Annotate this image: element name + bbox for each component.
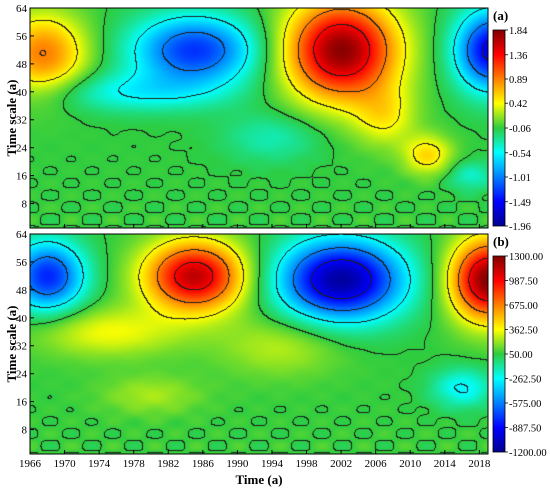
colorbar-label-b: 987.50 xyxy=(509,277,538,288)
y-tick-label-a: 64 xyxy=(16,3,28,15)
y-tick-label-b: 8 xyxy=(22,425,28,437)
colorbar-label-b: -262.50 xyxy=(509,375,541,386)
x-tick-label: 1986 xyxy=(192,458,215,470)
colorbar-label-a: -1.49 xyxy=(509,198,531,209)
colorbar-label-a: -1.01 xyxy=(509,173,531,184)
y-tick-label-a: 16 xyxy=(16,171,28,183)
colorbar-label-b: 675.00 xyxy=(509,301,538,312)
y-tick-label-b: 40 xyxy=(16,313,28,325)
y-tick-label-b: 64 xyxy=(16,229,28,241)
y-tick-label-a: 48 xyxy=(16,59,28,71)
y-tick-label-b: 48 xyxy=(16,285,28,297)
colorbar-label-b: 50.00 xyxy=(509,350,533,361)
colorbar-label-a: 1.84 xyxy=(509,26,528,37)
colorbar-a xyxy=(492,29,506,227)
plot-frame-b xyxy=(29,233,489,455)
x-tick-label: 1978 xyxy=(123,458,146,470)
x-tick-label: 2014 xyxy=(434,458,457,470)
y-ticks-a: 64 56 48 40 32 24 16 8 xyxy=(16,3,34,211)
y-tick-label-a: 24 xyxy=(16,143,28,155)
x-tick-label: 1966 xyxy=(19,458,42,470)
y-tick-label-a: 56 xyxy=(16,31,28,43)
x-tick-label: 2010 xyxy=(399,458,422,470)
y-ticks-b: 64 56 48 40 32 24 16 8 xyxy=(16,229,34,437)
plot-frame-a xyxy=(29,7,489,229)
x-axis-title: Time (a) xyxy=(235,472,282,487)
colorbar-label-b: 362.50 xyxy=(509,326,538,337)
colorbar-label-b: -887.50 xyxy=(509,424,541,435)
x-tick-label: 1998 xyxy=(296,458,319,470)
heatmap-a xyxy=(30,8,488,228)
colorbar-label-a: 0.42 xyxy=(509,99,527,110)
colorbar-label-a: -0.06 xyxy=(509,124,531,135)
colorbar-labels-b: 1300.00 987.50 675.00 362.50 50.00 -262.50 -57… xyxy=(505,252,547,459)
colorbar-label-a: -0.54 xyxy=(509,149,532,160)
x-tick-label: 2006 xyxy=(365,458,388,470)
heatmap-b-container xyxy=(30,234,488,454)
panel-label-b: (b) xyxy=(493,234,509,249)
panel-label-a: (a) xyxy=(493,8,508,23)
y-tick-label-b: 32 xyxy=(16,341,27,353)
colorbar-label-b: -575.00 xyxy=(509,399,541,410)
y-tick-label-a: 8 xyxy=(22,199,28,211)
y-axis-title-b: Time scale (a) xyxy=(4,305,19,382)
colorbar-labels-a: 1.84 1.36 0.89 0.42 -0.06 -0.54 -1.01 -1.49 -1.9… xyxy=(505,26,532,233)
y-tick-label-b: 56 xyxy=(16,257,28,269)
x-tick-label: 2002 xyxy=(330,458,352,470)
x-tick-label: 1994 xyxy=(261,458,284,470)
y-tick-label-b: 16 xyxy=(16,397,28,409)
x-ticks-b: 1966 1970 1974 1978 1982 1986 1990 1994 1998 2002… xyxy=(19,450,491,470)
x-tick-label: 1990 xyxy=(226,458,249,470)
y-tick-label-a: 32 xyxy=(16,115,27,127)
colorbar-label-b: -1200.00 xyxy=(509,448,547,459)
colorbar-label-a: 1.36 xyxy=(509,51,527,62)
colorbar-label-a: 0.89 xyxy=(509,75,527,86)
colorbar-b xyxy=(492,255,506,453)
heatmap-a-container xyxy=(30,8,488,228)
x-tick-label: 2018 xyxy=(468,458,491,470)
y-axis-title-a: Time scale (a) xyxy=(4,79,19,156)
y-tick-label-b: 24 xyxy=(16,369,28,381)
colorbar-label-a: -1.96 xyxy=(509,222,531,233)
x-tick-label: 1974 xyxy=(88,458,111,470)
heatmap-b xyxy=(30,234,488,454)
x-ticks-a xyxy=(29,224,480,228)
y-tick-label-a: 40 xyxy=(16,87,28,99)
x-tick-label: 1982 xyxy=(157,458,179,470)
panel-b: 64 56 48 40 32 24 16 8 1966 1970 1974 1978 1982 1986… xyxy=(4,229,547,487)
colorbar-label-b: 1300.00 xyxy=(509,252,543,263)
x-tick-label: 1970 xyxy=(54,458,77,470)
